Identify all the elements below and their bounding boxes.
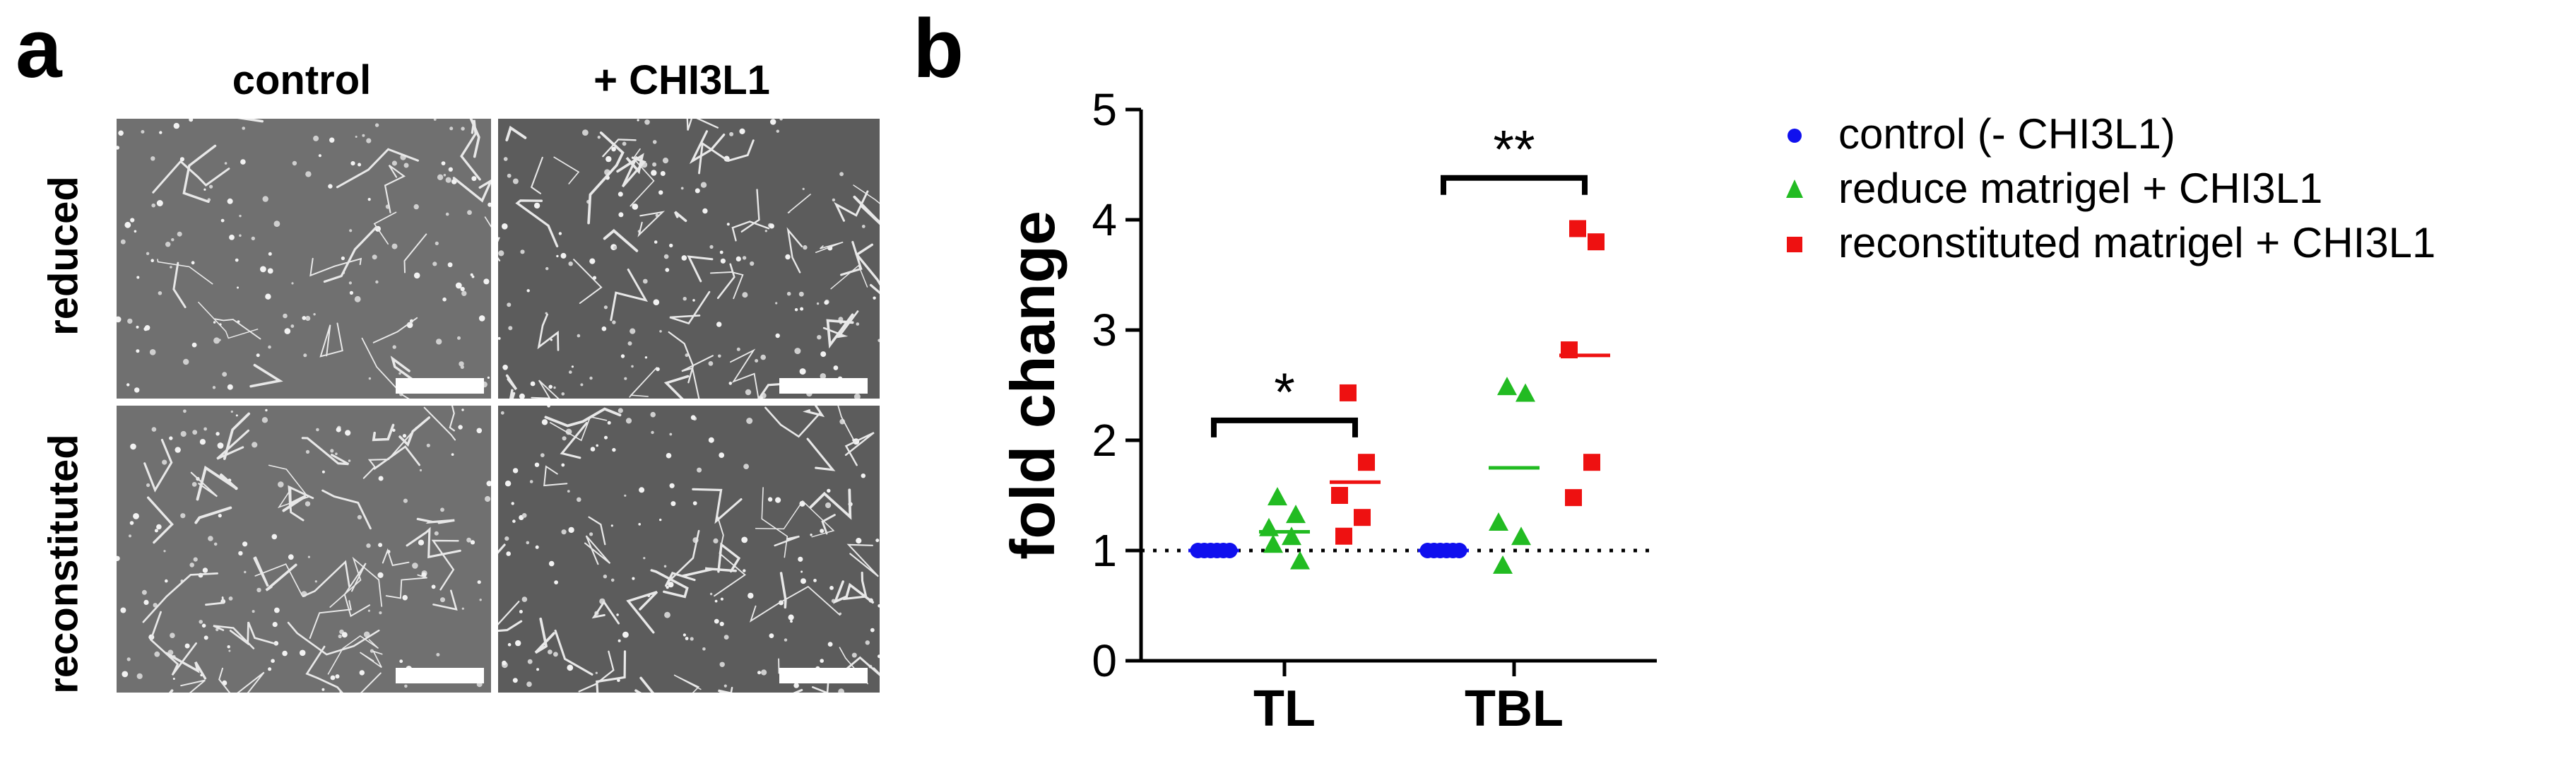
y-tick-label: 2 <box>1092 415 1117 466</box>
legend-label: reconstituted matrigel + CHI3L1 <box>1838 219 2435 266</box>
y-tick-label: 0 <box>1092 635 1117 686</box>
significance-bracket <box>1441 175 1588 195</box>
data-point <box>1493 555 1513 574</box>
legend-label: reduce matrigel + CHI3L1 <box>1838 165 2322 212</box>
data-point <box>1497 377 1517 396</box>
data-point <box>1290 551 1310 570</box>
data-point <box>1340 384 1357 401</box>
legend-label: control (- CHI3L1) <box>1838 110 2175 158</box>
scale-bar <box>779 378 868 394</box>
data-point <box>1569 220 1586 237</box>
significance-bracket <box>1211 417 1358 437</box>
scale-bar <box>396 668 484 683</box>
column-label-chi3l1: + CHI3L1 <box>593 57 770 103</box>
data-point <box>1335 527 1352 545</box>
data-point <box>1331 487 1348 504</box>
micrograph-reconstituted-chi3l1 <box>498 406 880 693</box>
y-tick-label: 4 <box>1092 194 1117 245</box>
data-point <box>1354 509 1371 526</box>
y-tick-label: 5 <box>1092 84 1117 135</box>
data-point <box>1516 383 1535 402</box>
micrograph-reconstituted-control <box>117 406 491 693</box>
data-point <box>1268 487 1287 506</box>
legend-marker <box>1787 237 1802 252</box>
legend-marker <box>1788 129 1802 143</box>
y-axis-label: fold change <box>998 211 1068 560</box>
x-tick-label: TBL <box>1465 681 1564 737</box>
panel-a-letter: a <box>16 2 62 95</box>
scale-bar <box>396 378 484 394</box>
data-point <box>1583 454 1600 471</box>
data-point <box>1565 489 1582 507</box>
data-point <box>1588 233 1605 251</box>
data-point <box>1511 526 1531 546</box>
y-tick-label: 1 <box>1092 525 1117 576</box>
data-point <box>1358 454 1375 471</box>
micrograph-reduced-control <box>117 119 491 399</box>
legend-marker <box>1786 180 1803 198</box>
y-tick-label: 3 <box>1092 305 1117 355</box>
data-point <box>1489 512 1508 531</box>
data-point <box>1286 505 1306 524</box>
data-point <box>1263 534 1283 553</box>
scale-bar <box>779 668 868 683</box>
significance-label: * <box>1274 363 1295 423</box>
panel-b-letter: b <box>913 2 964 95</box>
significance-label: ** <box>1493 120 1535 180</box>
data-point <box>1282 526 1301 546</box>
column-label-control: control <box>232 57 372 103</box>
x-tick-label: TL <box>1253 681 1316 737</box>
